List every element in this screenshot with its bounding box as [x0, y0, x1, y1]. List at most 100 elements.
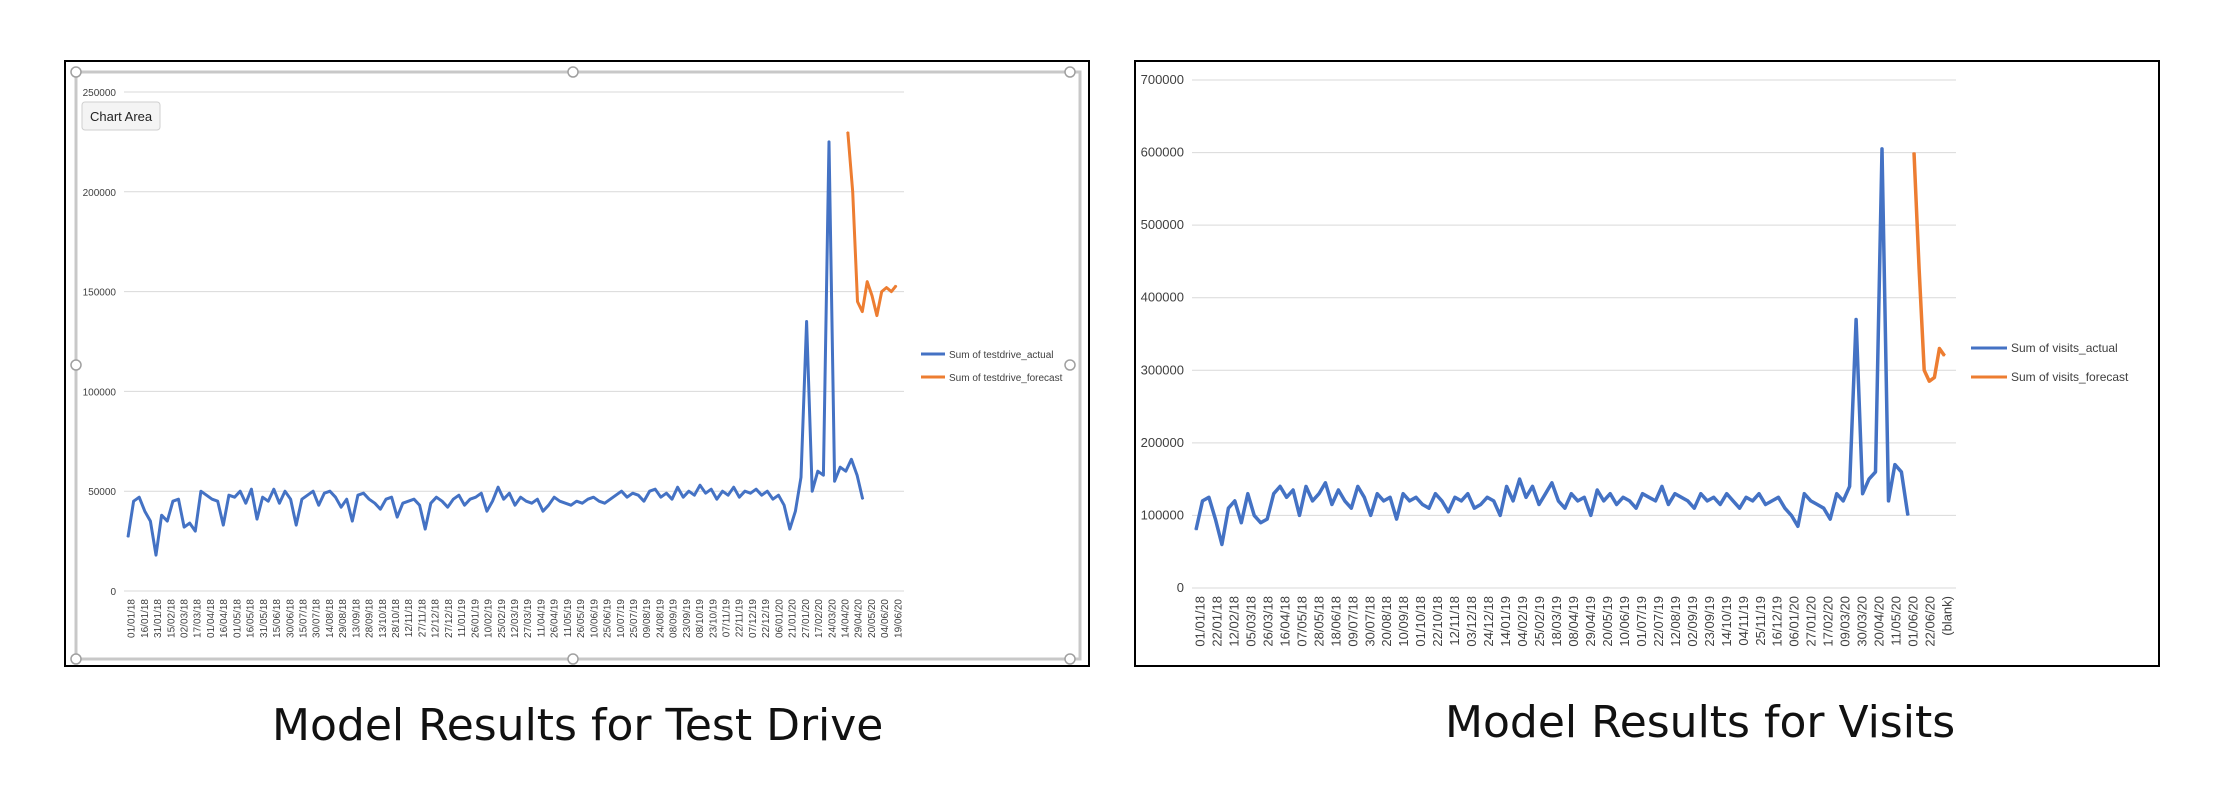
visits-actual-point [1201, 500, 1204, 502]
testdrive-x-tick-label: 24/08/19 [655, 599, 666, 638]
test-drive-chart-panel[interactable]: 0 50000 100000 150000 200000 250000 01/01/18 16… [64, 60, 1090, 667]
visits-x-tick-label: 01/10/18 [1413, 596, 1428, 647]
visits-actual-point [1687, 500, 1689, 502]
testdrive-actual-point [340, 506, 342, 508]
visits-actual-point [1544, 493, 1547, 495]
testdrive-x-tick-label: 29/08/18 [338, 599, 349, 638]
visits-x-tick-label: 14/01/19 [1498, 596, 1513, 647]
testdrive-actual-point [447, 506, 449, 508]
testdrive-y-tick-label: 250000 [83, 88, 117, 99]
testdrive-actual-point [430, 502, 432, 504]
visits-actual-point [1434, 493, 1436, 495]
testdrive-actual-point [777, 494, 780, 496]
visits-actual-point [1428, 507, 1430, 509]
resize-handle[interactable] [1064, 359, 1076, 371]
testdrive-actual-point [794, 510, 797, 512]
visits-actual-point [1337, 489, 1339, 491]
testdrive-actual-point [727, 494, 729, 496]
testdrive-x-tick-label: 01/04/18 [206, 599, 217, 638]
visits-actual-point [1441, 500, 1443, 502]
testdrive-actual-point [301, 498, 303, 500]
visits-actual-point [1894, 464, 1896, 466]
visits-x-tick-label: 09/03/20 [1838, 596, 1853, 647]
testdrive-actual-point [256, 518, 258, 520]
testdrive-actual-point [228, 494, 230, 496]
visits-x-tick-label: 01/07/19 [1634, 596, 1649, 647]
testdrive-actual-point [643, 500, 645, 502]
testdrive-actual-point [435, 496, 437, 498]
testdrive-x-tick-label: 09/08/19 [642, 599, 653, 638]
testdrive-actual-point [733, 486, 735, 488]
visits-x-tick-label: 11/05/20 [1889, 596, 1904, 646]
testdrive-forecast-point [881, 291, 883, 293]
testdrive-actual-point [570, 504, 572, 506]
testdrive-x-tick-label: 07/12/19 [748, 599, 759, 638]
visits-x-tick-label: 30/07/18 [1362, 596, 1377, 647]
visits-actual-point [1292, 489, 1294, 491]
testdrive-x-tick-label: 25/06/19 [603, 599, 614, 638]
testdrive-actual-point [548, 504, 550, 506]
testdrive-x-tick-label: 01/01/18 [127, 599, 138, 638]
testdrive-actual-point [413, 498, 415, 500]
testdrive-legend-label-actual: Sum of testdrive_actual [949, 350, 1054, 361]
resize-handle[interactable] [1064, 653, 1076, 665]
testdrive-x-tick-label: 23/09/19 [682, 599, 693, 638]
testdrive-x-tick-label: 21/01/20 [788, 599, 799, 638]
testdrive-actual-point [845, 470, 847, 472]
visits-x-tick-label: 18/06/18 [1328, 596, 1343, 647]
visits-actual-point [1842, 500, 1844, 502]
visits-forecast-point [1928, 380, 1930, 382]
visits-x-tick-label: 28/05/18 [1311, 596, 1326, 647]
visits-actual-point [1829, 518, 1831, 520]
resize-handle[interactable] [1064, 66, 1076, 78]
visits-y-tick-label: 300000 [1141, 362, 1184, 377]
testdrive-forecast-point [861, 311, 863, 313]
resize-handle[interactable] [70, 359, 82, 371]
visits-actual-point [1234, 500, 1236, 502]
visits-chart-panel[interactable]: 0 100000 200000 300000 400000 500000 600000 700… [1134, 60, 2160, 667]
visits-actual-point [1279, 485, 1281, 487]
testdrive-x-tick-label: 01/05/18 [232, 599, 243, 638]
testdrive-actual-point [312, 490, 314, 492]
visits-actual-point [1415, 496, 1417, 498]
visits-x-tick-label: 22/06/20 [1923, 596, 1938, 647]
testdrive-x-tick-label: 12/12/18 [431, 599, 442, 638]
testdrive-x-tick-label: 31/05/18 [259, 599, 270, 638]
visits-actual-point [1577, 500, 1579, 502]
visits-actual-point [1570, 493, 1572, 495]
testdrive-x-tick-label: 28/10/18 [391, 599, 402, 638]
visits-actual-point [1635, 507, 1637, 509]
visits-x-tick-label: 09/07/18 [1345, 596, 1360, 647]
testdrive-actual-point [671, 498, 673, 500]
visits-legend-label-forecast: Sum of visits_forecast [2011, 370, 2129, 384]
testdrive-actual-point [486, 510, 488, 512]
visits-x-tick-label: 10/06/19 [1617, 596, 1632, 647]
visits-x-tick-label: 22/01/18 [1209, 596, 1224, 647]
testdrive-actual-point [721, 490, 724, 492]
resize-handle[interactable] [567, 66, 579, 78]
testdrive-actual-point [396, 516, 398, 518]
testdrive-x-tick-label: 19/06/20 [893, 599, 904, 638]
resize-handle[interactable] [70, 66, 82, 78]
testdrive-actual-point [419, 504, 421, 506]
resize-handle[interactable] [70, 653, 82, 665]
testdrive-actual-point [749, 492, 752, 494]
visits-x-tick-label: 30/03/20 [1855, 596, 1870, 647]
visits-actual-point [1389, 496, 1391, 498]
caption-test-drive: Model Results for Test Drive [272, 700, 884, 751]
visits-x-tick-label: 18/03/19 [1549, 596, 1564, 647]
testdrive-x-tick-label: 30/07/18 [312, 599, 323, 638]
testdrive-x-tick-label: 17/03/18 [193, 599, 204, 638]
testdrive-actual-point [834, 480, 836, 482]
testdrive-x-tick-label: 16/05/18 [246, 599, 257, 638]
visits-actual-point [1732, 500, 1734, 502]
visits-x-tick-label: 20/04/20 [1872, 596, 1887, 647]
visits-actual-point [1409, 500, 1411, 502]
testdrive-actual-point [811, 490, 813, 492]
testdrive-actual-point [306, 494, 309, 496]
resize-handle[interactable] [567, 653, 579, 665]
testdrive-actual-point [172, 500, 174, 502]
visits-actual-point [1700, 493, 1702, 495]
visits-x-tick-label: 03/12/18 [1464, 596, 1479, 647]
